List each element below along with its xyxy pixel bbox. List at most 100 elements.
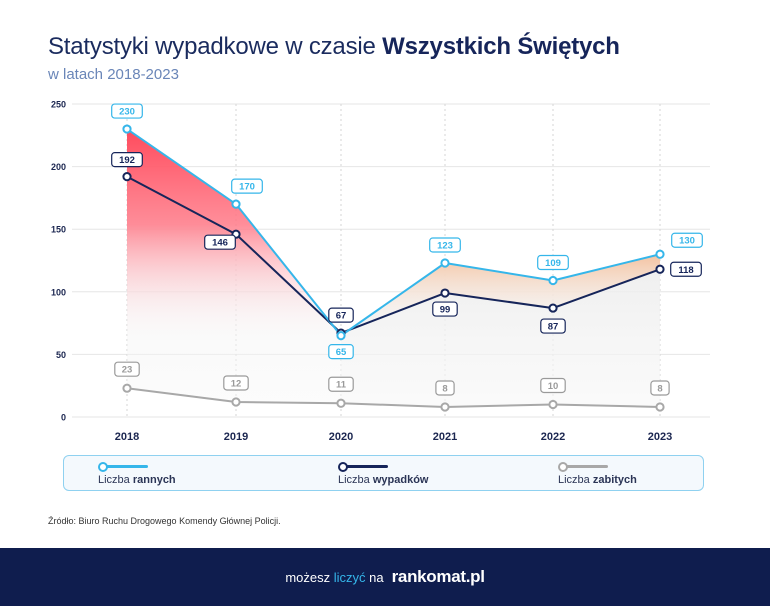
data-label-rannych: 130	[671, 232, 703, 248]
chart-title: Statystyki wypadkowe w czasie Wszystkich…	[48, 33, 620, 61]
legend-item-rannych: Liczba rannych	[98, 462, 176, 486]
x-tick-label: 2021	[433, 431, 457, 443]
data-label-box	[111, 152, 143, 168]
data-label-text: 192	[119, 155, 135, 166]
data-label-rannych: 230	[111, 103, 143, 119]
data-label-box	[650, 380, 670, 396]
x-tick-label: 2023	[648, 431, 672, 443]
data-label-text: 130	[679, 236, 695, 247]
data-point-wypadkow	[655, 264, 665, 274]
data-point-rannych	[440, 258, 450, 268]
data-point-zabitych	[440, 402, 450, 412]
y-tick-label: 250	[51, 100, 66, 110]
data-label-text: 118	[678, 265, 693, 276]
data-label-wypadkow: 87	[540, 318, 566, 334]
data-label-box	[537, 254, 569, 271]
footer-text-accent: liczyć	[333, 569, 366, 585]
data-label-text: 12	[231, 378, 242, 389]
footer-text-suffix: na	[365, 569, 384, 585]
legend-label-prefix: Liczba	[338, 474, 373, 486]
data-label-text: 146	[212, 238, 228, 249]
legend-item-zabitych: Liczba zabitych	[558, 462, 637, 486]
data-label-text: 8	[657, 383, 662, 394]
data-label-rannych: 65	[328, 344, 354, 360]
series-line-rannych	[126, 128, 661, 337]
series-line-wypadkow	[126, 175, 661, 335]
data-label-zabitych: 8	[435, 380, 455, 396]
legend-label-prefix: Liczba	[98, 474, 133, 486]
data-label-text: 170	[239, 182, 255, 193]
data-label-box	[671, 232, 703, 248]
data-label-wypadkow: 118	[670, 261, 702, 277]
x-tick-label: 2020	[329, 431, 353, 443]
chart-subtitle: w latach 2018-2023	[48, 66, 179, 83]
data-label-box	[328, 376, 354, 392]
data-point-zabitych	[336, 398, 346, 408]
data-label-wypadkow: 192	[111, 152, 143, 168]
chart-title-bold: Wszystkich Świętych	[382, 33, 620, 60]
x-tick-label: 2018	[115, 431, 139, 443]
y-tick-label: 100	[51, 287, 66, 297]
data-label-box	[204, 234, 236, 250]
data-label-box	[328, 344, 354, 360]
data-label-text: 8	[442, 383, 447, 394]
data-label-wypadkow: 67	[328, 307, 354, 323]
data-label-box	[432, 301, 458, 317]
data-point-zabitych	[655, 402, 665, 412]
data-label-zabitych: 11	[328, 376, 354, 392]
data-point-zabitych	[548, 399, 558, 410]
data-label-rannych: 109	[537, 254, 569, 271]
footer-tagline: możesz liczyć na	[285, 570, 383, 585]
x-tick-label: 2019	[224, 431, 248, 443]
data-label-box	[111, 103, 143, 119]
data-label-box	[328, 307, 354, 323]
data-label-text: 87	[548, 322, 559, 333]
data-point-wypadkow	[122, 172, 132, 182]
data-point-rannych	[231, 199, 241, 209]
data-label-text: 23	[122, 365, 133, 376]
series-lines	[126, 128, 661, 408]
data-label-text: 11	[336, 380, 347, 391]
data-label-wypadkow: 146	[204, 234, 236, 250]
data-label-text: 230	[119, 107, 135, 118]
data-point-zabitych	[231, 397, 241, 407]
y-tick-label: 200	[51, 162, 66, 172]
data-label-zabitych: 23	[114, 361, 140, 377]
source-note: Źródło: Biuro Ruchu Drogowego Komendy Gł…	[48, 516, 281, 526]
data-label-rannych: 123	[429, 237, 461, 253]
data-point-rannych	[548, 275, 558, 286]
footer-text-prefix: możesz	[285, 569, 334, 585]
data-point-wypadkow	[548, 303, 558, 313]
legend-item-wypadkow: Liczba wypadków	[338, 462, 428, 486]
data-point-rannych	[336, 331, 346, 341]
data-point-rannych	[122, 124, 132, 134]
brand-logo[interactable]: rankomat.pl	[391, 567, 485, 586]
data-label-box	[114, 361, 140, 377]
legend-label-bold: zabitych	[592, 474, 637, 486]
y-tick-label: 50	[56, 350, 66, 360]
data-label-text: 109	[545, 258, 561, 269]
series-points	[122, 124, 665, 412]
axis-labels: 0 50 100 150 200 250 2018 2019 2020 2021 2022 2023	[51, 100, 672, 444]
data-label-box	[540, 377, 566, 394]
data-label-text: 67	[336, 311, 347, 322]
data-label-box	[231, 178, 263, 194]
y-tick-label: 0	[61, 413, 66, 423]
fill-layer	[127, 129, 660, 407]
x-tick-label: 2022	[541, 431, 565, 443]
data-label-text: 123	[437, 241, 453, 252]
data-label-box	[540, 318, 566, 334]
data-label-zabitych: 10	[540, 377, 566, 394]
data-label-text: 65	[336, 347, 347, 358]
data-label-box	[429, 237, 461, 253]
data-label-text: 10	[548, 381, 559, 392]
data-label-text: 99	[440, 305, 451, 316]
legend-label-bold: rannych	[132, 474, 176, 486]
footer-banner: możesz liczyć na rankomat.pl	[0, 548, 770, 606]
data-label-box	[435, 380, 455, 396]
series-line-zabitych	[126, 387, 661, 408]
legend-label-bold: wypadków	[372, 474, 429, 486]
data-point-rannych	[655, 249, 665, 259]
